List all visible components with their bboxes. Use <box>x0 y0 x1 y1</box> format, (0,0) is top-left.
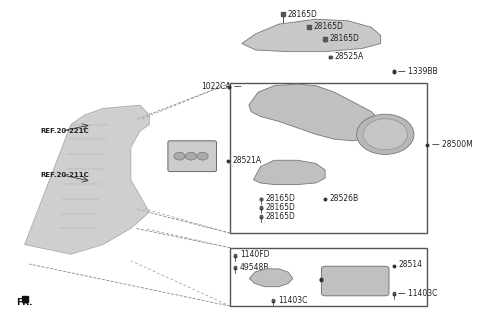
Bar <box>230 248 427 306</box>
Text: 28165D: 28165D <box>287 10 317 19</box>
Circle shape <box>357 114 414 154</box>
Text: 1022CA: 1022CA <box>201 82 231 91</box>
Text: 28165D: 28165D <box>330 35 360 43</box>
Text: — 1339BB: — 1339BB <box>398 67 438 76</box>
Text: 49548B: 49548B <box>240 263 269 272</box>
Text: 1140FD: 1140FD <box>240 250 270 259</box>
Text: —: — <box>234 82 241 91</box>
Polygon shape <box>242 19 381 52</box>
Text: — 28500M: — 28500M <box>432 140 472 149</box>
Text: 28525A: 28525A <box>335 52 364 61</box>
Polygon shape <box>24 105 149 254</box>
Circle shape <box>197 152 208 160</box>
Text: 1339GA: 1339GA <box>326 275 357 284</box>
Polygon shape <box>253 160 325 184</box>
Polygon shape <box>249 84 381 141</box>
Text: 28165D: 28165D <box>266 203 296 212</box>
Text: 28526B: 28526B <box>330 194 359 203</box>
Text: 11403C: 11403C <box>278 296 307 305</box>
Circle shape <box>185 152 197 160</box>
Text: 28165D: 28165D <box>266 212 296 220</box>
Text: REF.20-211C: REF.20-211C <box>41 172 89 178</box>
Bar <box>230 83 427 233</box>
Circle shape <box>363 119 408 150</box>
Text: REF.20-221C: REF.20-221C <box>41 128 89 134</box>
Text: 28521A: 28521A <box>233 156 262 165</box>
Text: 28514: 28514 <box>398 260 422 269</box>
Text: 28165D: 28165D <box>266 194 296 203</box>
Circle shape <box>174 152 185 160</box>
FancyBboxPatch shape <box>322 266 389 296</box>
Polygon shape <box>249 269 293 287</box>
Text: FR.: FR. <box>16 298 33 307</box>
Text: — 11403C: — 11403C <box>398 289 438 298</box>
FancyBboxPatch shape <box>168 141 216 172</box>
Text: 28165D: 28165D <box>313 22 344 31</box>
